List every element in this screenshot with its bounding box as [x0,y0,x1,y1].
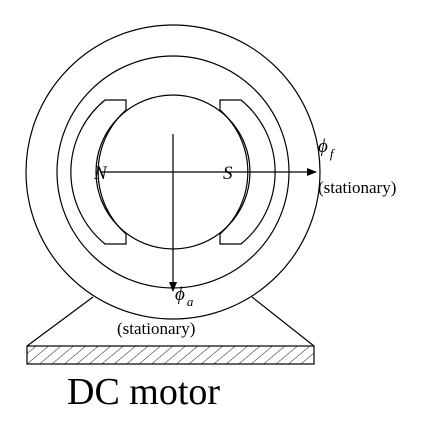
field-flux-subscript: f [330,146,336,161]
armature-flux-letter: ϕ [175,284,185,305]
armature-flux-note: (stationary) [117,319,195,338]
field-flux-letter: ϕ [318,136,328,157]
left-support-leg [26,296,94,347]
north-pole-piece [70,99,127,245]
south-pole-label: S [223,163,233,184]
diagram-caption: DC motor [67,371,220,413]
base-plate [26,345,315,365]
north-pole-label: N [93,163,108,184]
right-support-leg [251,296,315,347]
armature-flux-subscript: a [187,294,194,309]
field-flux-note: (stationary) [318,178,396,197]
south-pole-piece [219,99,276,245]
stator-outer-frame [25,24,321,320]
